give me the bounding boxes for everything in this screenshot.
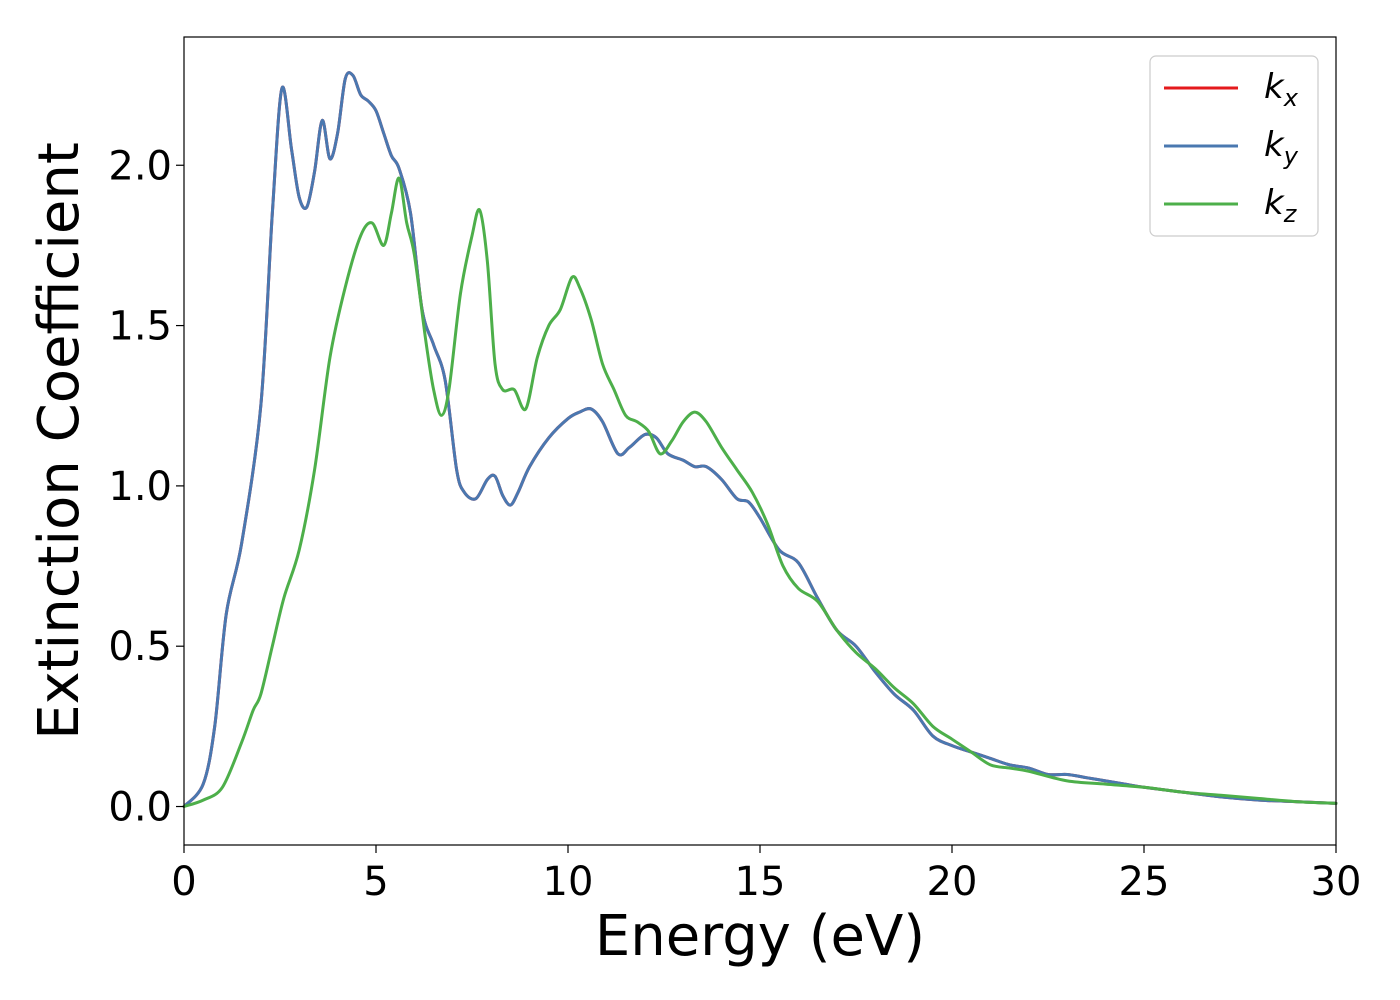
- y-axis: 0.0 0.5 1.0 1.5 2.0: [108, 143, 184, 831]
- series-line-y: [182, 71, 1338, 809]
- legend: kx ky kz: [1149, 55, 1319, 237]
- x-tick-label: 15: [735, 859, 786, 905]
- y-axis-title: Extinction Coefficient: [27, 142, 92, 740]
- legend-label-x: kx: [1264, 67, 1299, 112]
- y-tick-label: 2.0: [108, 143, 172, 189]
- y-tick-label: 1.0: [108, 464, 172, 510]
- legend-label-y: ky: [1264, 125, 1299, 170]
- y-tick-label: 1.5: [108, 304, 172, 350]
- x-axis-title: Energy (eV): [595, 904, 925, 969]
- x-tick-label: 5: [363, 859, 388, 905]
- series-layer: [182, 71, 1338, 809]
- y-tick-label: 0.0: [108, 785, 172, 831]
- x-tick-label: 30: [1311, 859, 1362, 905]
- x-tick-label: 25: [1119, 859, 1170, 905]
- x-axis: 0 5 10 15 20 25 30: [171, 845, 1361, 905]
- x-tick-label: 20: [927, 859, 978, 905]
- series-line-z: [182, 176, 1338, 809]
- plot-area: [184, 37, 1336, 845]
- x-tick-label: 10: [543, 859, 594, 905]
- y-tick-label: 0.5: [108, 624, 172, 670]
- x-tick-label: 0: [171, 859, 196, 905]
- legend-label-z: kz: [1264, 183, 1298, 228]
